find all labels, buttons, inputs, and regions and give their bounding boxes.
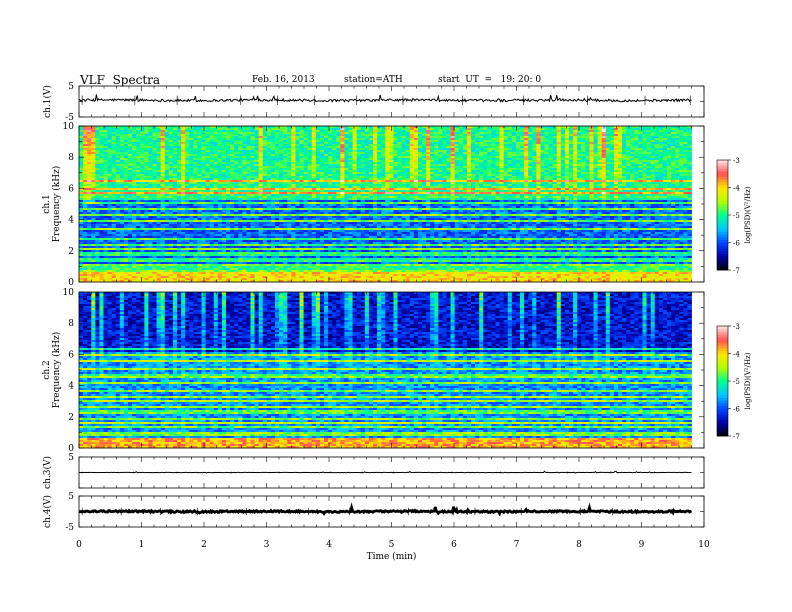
ch1_waveform-ylabel: ch.1(V) xyxy=(42,85,53,118)
ch1_spectrogram-cells xyxy=(79,126,692,282)
vlf-spectra-figure: 5-5ch.1(V)0246810ch.1 Frequency (kHz)-3-4… xyxy=(0,0,792,612)
ch1_waveform-trace xyxy=(79,94,692,101)
ch1_waveform-tick-label: 5 xyxy=(68,82,74,92)
